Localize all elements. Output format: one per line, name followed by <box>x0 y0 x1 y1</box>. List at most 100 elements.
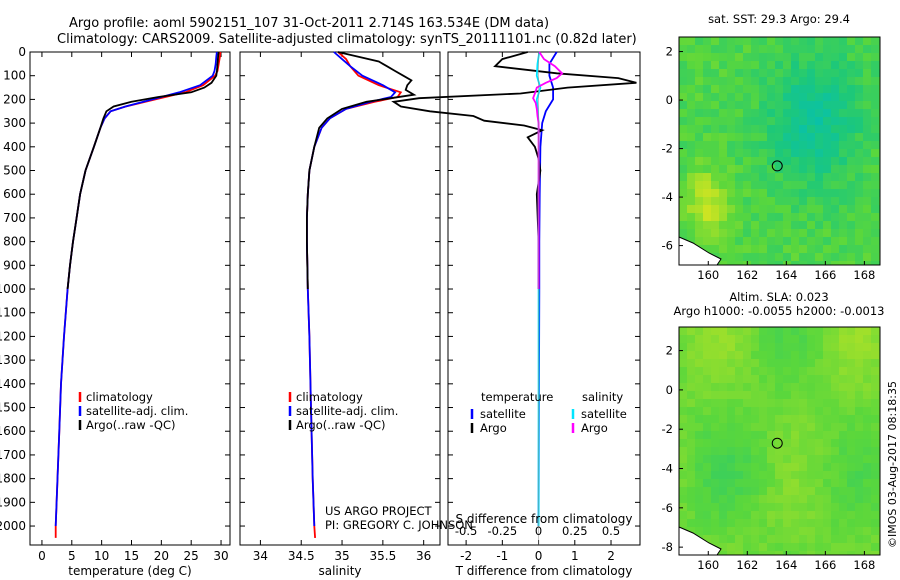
heatmap-cell <box>735 439 743 447</box>
heatmap-cell <box>711 213 719 221</box>
heatmap-cell <box>735 335 743 343</box>
heatmap-cell <box>863 205 871 213</box>
heatmap-cell <box>679 519 687 527</box>
heatmap-cell <box>847 383 855 391</box>
heatmap-cell <box>767 165 775 173</box>
heatmap-cell <box>799 383 807 391</box>
salinity-profile-plot: 34 34.5 35 35.5 36salinityclimatologysatelli… <box>239 51 441 578</box>
heatmap-cell <box>815 391 823 399</box>
heatmap-cell <box>767 69 775 77</box>
heatmap-cell <box>831 367 839 375</box>
heatmap-cell <box>775 133 783 141</box>
heatmap-cell <box>751 447 759 455</box>
heatmap-cell <box>711 511 719 519</box>
heatmap-cell <box>815 359 823 367</box>
heatmap-cell <box>767 77 775 85</box>
heatmap-cell <box>815 93 823 101</box>
heatmap-cell <box>815 101 823 109</box>
heatmap-cell <box>831 165 839 173</box>
heatmap-cell <box>839 551 847 555</box>
heatmap-cell <box>839 37 847 45</box>
heatmap-cell <box>791 455 799 463</box>
heatmap-cell <box>807 69 815 77</box>
heatmap-cell <box>695 61 703 69</box>
heatmap-cell <box>703 125 711 133</box>
heatmap-cell <box>767 519 775 527</box>
heatmap-cell <box>759 85 767 93</box>
heatmap-cell <box>799 77 807 85</box>
heatmap-cell <box>775 551 783 555</box>
heatmap-cell <box>711 69 719 77</box>
y-tick-label: 2 <box>666 344 673 358</box>
heatmap-cell <box>815 189 823 197</box>
heatmap-cell <box>687 463 695 471</box>
heatmap-cell <box>791 85 799 93</box>
heatmap-cell <box>759 125 767 133</box>
heatmap-cell <box>767 375 775 383</box>
heatmap-cell <box>735 133 743 141</box>
heatmap-cell <box>767 455 775 463</box>
heatmap-cell <box>807 229 815 237</box>
heatmap-cell <box>703 101 711 109</box>
heatmap-cell <box>703 327 711 335</box>
heatmap-cell <box>815 141 823 149</box>
heatmap-cell <box>791 511 799 519</box>
heatmap-cell <box>767 447 775 455</box>
heatmap-cell <box>823 551 831 555</box>
heatmap-cell <box>823 335 831 343</box>
map-title: Altim. SLA: 0.023 <box>729 290 828 304</box>
heatmap-cell <box>791 157 799 165</box>
x-tick-label: 36 <box>416 549 431 563</box>
heatmap-cell <box>791 133 799 141</box>
heatmap-cell <box>767 213 775 221</box>
heatmap-cell <box>823 229 831 237</box>
x-axis-label: T difference from climatology <box>455 564 633 578</box>
heatmap-cell <box>823 327 831 335</box>
heatmap-cell <box>735 125 743 133</box>
heatmap-cell <box>775 487 783 495</box>
heatmap-cell <box>767 101 775 109</box>
heatmap-cell <box>839 415 847 423</box>
heatmap-cell <box>711 463 719 471</box>
heatmap-cell <box>863 173 871 181</box>
heatmap-cell <box>871 455 879 463</box>
heatmap-cell <box>703 109 711 117</box>
heatmap-cell <box>831 61 839 69</box>
heatmap-cell <box>863 37 871 45</box>
heatmap-cell <box>807 165 815 173</box>
heatmap-cell <box>847 117 855 125</box>
heatmap-cell <box>863 229 871 237</box>
heatmap-cell <box>839 439 847 447</box>
heatmap-cell <box>823 399 831 407</box>
heatmap-cell <box>727 495 735 503</box>
heatmap-cell <box>735 431 743 439</box>
heatmap-cell <box>679 133 687 141</box>
heatmap-cell <box>727 415 735 423</box>
heatmap-cell <box>855 399 863 407</box>
heatmap-cell <box>823 181 831 189</box>
heatmap-cell <box>679 141 687 149</box>
heatmap-cell <box>743 77 751 85</box>
heatmap-cell <box>799 487 807 495</box>
heatmap-cell <box>687 69 695 77</box>
heatmap-cell <box>743 399 751 407</box>
heatmap-cell <box>719 479 727 487</box>
heatmap-cell <box>823 511 831 519</box>
heatmap-cell <box>775 229 783 237</box>
heatmap-cell <box>831 375 839 383</box>
heatmap-cell <box>831 37 839 45</box>
heatmap-cell <box>799 37 807 45</box>
heatmap-cell <box>807 335 815 343</box>
heatmap-cell <box>863 335 871 343</box>
heatmap-cell <box>767 439 775 447</box>
heatmap-cell <box>767 527 775 535</box>
heatmap-cell <box>775 69 783 77</box>
heatmap-cell <box>807 447 815 455</box>
heatmap-cell <box>695 407 703 415</box>
heatmap-cell <box>735 487 743 495</box>
heatmap-cell <box>815 447 823 455</box>
heatmap-cell <box>719 335 727 343</box>
heatmap-cell <box>871 423 879 431</box>
heatmap-cell <box>687 367 695 375</box>
heatmap-cell <box>719 173 727 181</box>
